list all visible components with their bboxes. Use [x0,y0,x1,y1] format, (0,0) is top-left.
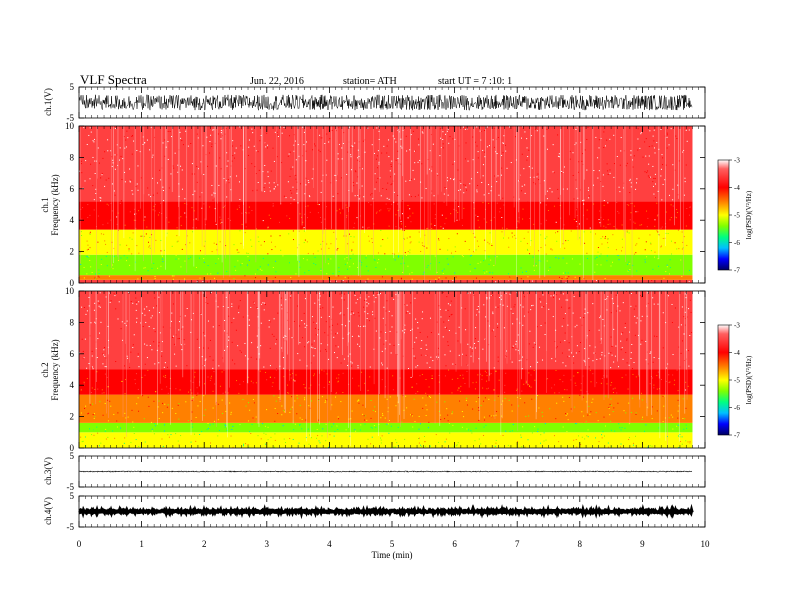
y-tick-label: 5 [70,451,75,461]
x-tick-label: 1 [139,539,144,549]
ch2-spectrogram-ylabel-frequency: Frequency (kHz) [50,339,60,400]
y-tick-label: 4 [70,215,75,225]
ch1-wave-trace [78,94,693,112]
spec2-band-2 [79,394,693,423]
y-tick-label: 10 [65,286,75,296]
y-tick-label: 2 [70,247,75,257]
y-tick-label: 2 [70,412,75,422]
y-tick-label: 8 [70,317,75,327]
y-tick-label: -5 [67,522,75,532]
x-tick-label: 0 [77,539,82,549]
x-tick-label: 8 [578,539,583,549]
x-tick-label: 3 [265,539,270,549]
x-tick-label: 4 [327,539,332,549]
colorbar-tick-label: -6 [734,404,740,412]
y-tick-label: -5 [67,482,75,492]
colorbar-tick-label: -7 [734,267,740,275]
ch2-colorbar: -3 -4 -5 -6 -7 [717,322,740,440]
ch1-waveform-plot [78,94,693,112]
spec1-band-5 [79,126,693,202]
spec1-band-4 [79,201,693,230]
x-tick-label: 7 [515,539,520,549]
colorbar-tick-label: -5 [734,212,740,220]
spec2-band-4 [79,291,693,370]
y-tick-label: 6 [70,349,75,359]
y-tick-label: 0 [70,443,75,453]
ch4-waveform-ylabel: ch.4(V) [43,497,53,525]
spec1-band-2 [79,254,693,276]
y-tick-label: -5 [67,113,75,123]
colorbar-tick-label: -6 [734,239,740,247]
ch1-colorbar: -3 -4 -5 -6 -7 [717,157,740,275]
colorbar-tick-label: -3 [734,157,740,165]
y-tick-label: 0 [70,278,75,288]
ch2-colorbar-label: log(PSD)(V²/Hz) [745,355,753,404]
ch1-colorbar-label: log(PSD)(V²/Hz) [745,190,753,239]
spec2-band-3 [79,369,693,395]
x-tick-label: 2 [202,539,207,549]
ch1-spectrogram-ylabel-frequency: Frequency (kHz) [50,174,60,235]
colorbar-tick-label: -4 [734,184,740,192]
ch1-spectrogram-plot [79,126,693,283]
x-tick-label: 6 [452,539,457,549]
ch1-spectrogram-ylabel-channel: ch.1 [40,197,50,212]
x-axis-label: Time (min) [372,550,413,560]
y-tick-label: 8 [70,152,75,162]
date-label: Jun. 22, 2016 [250,76,304,87]
ch4-waveform-plot [78,503,694,520]
y-tick-label: 4 [70,380,75,390]
ch1-waveform-ylabel: ch.1(V) [43,88,53,116]
x-tick-label: 9 [640,539,645,549]
spec1-band-1 [79,275,693,280]
x-axis-ticks: 0 1 2 3 4 5 6 7 8 9 10 [77,87,710,549]
ch2-spectrogram-ylabel-channel: ch.2 [40,362,50,377]
ch4-wave-trace [78,503,694,520]
start-ut-label: start UT = 7 :10: 1 [438,76,512,87]
x-tick-label: 10 [701,539,711,549]
x-tick-label: 5 [390,539,395,549]
y-tick-label: 6 [70,184,75,194]
ch2-spectrogram-plot [79,291,693,448]
figure-title: VLF Spectra [80,72,147,87]
colorbar-tick-label: -7 [734,432,740,440]
station-label: station= ATH [343,76,397,87]
y-tick-label: 5 [70,491,75,501]
ch3-waveform-ylabel: ch.3(V) [43,457,53,485]
spec1-band-3 [79,229,693,255]
ch3-waveform-plot [78,470,693,473]
y-tick-label: 5 [70,82,75,92]
colorbar-tick-label: -3 [734,322,740,330]
ch3-wave-trace [78,470,693,473]
y-tick-label: 10 [65,121,75,131]
colorbar-tick-label: -4 [734,349,740,357]
colorbar-tick-label: -5 [734,377,740,385]
